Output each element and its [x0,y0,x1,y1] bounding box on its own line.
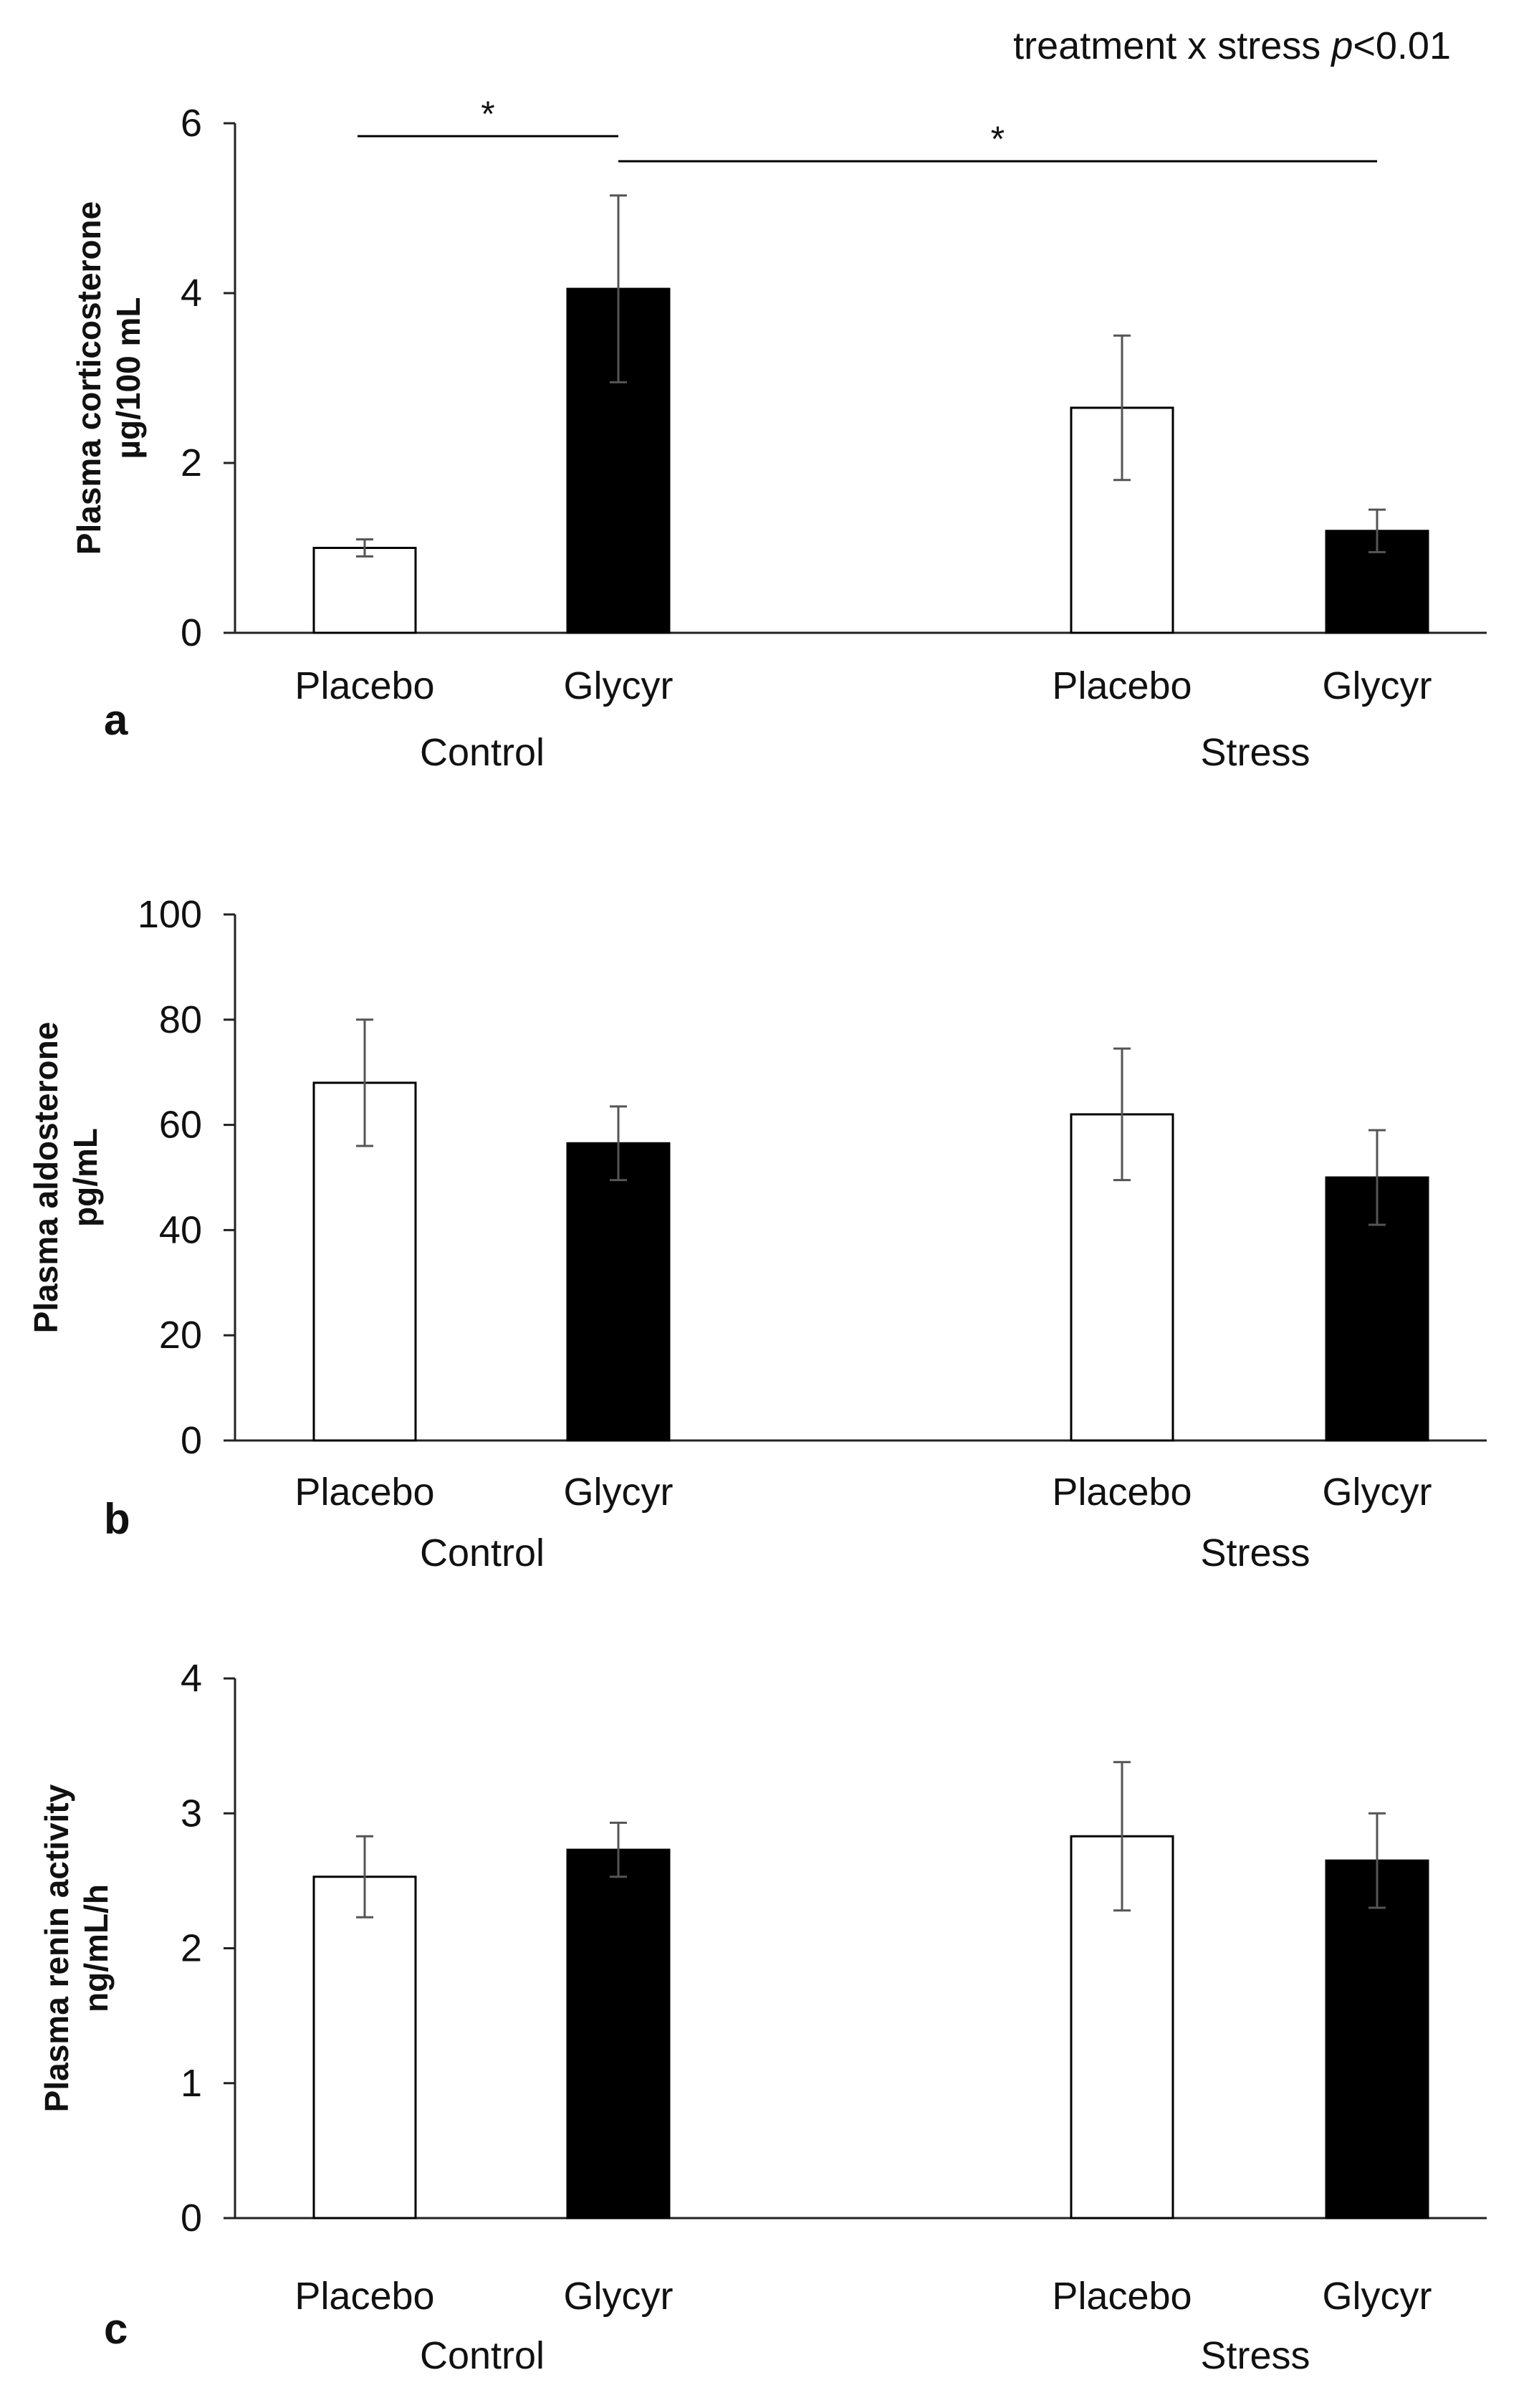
y-tick-label: 1 [181,2062,202,2105]
x-category-label: Glycyr [1323,1471,1432,1514]
y-axis-unit-label: µg/100 mL [110,297,147,459]
x-category-label: Glycyr [1323,664,1432,707]
bar-glycyr-stress [1325,1859,1429,2220]
y-tick-label: 80 [159,998,202,1041]
y-tick-label: 0 [181,1419,202,1462]
panel-letter: a [104,696,128,744]
bar-glycyr-control [566,1142,671,1442]
y-tick-label: 2 [181,1927,202,1970]
y-tick-label: 2 [181,441,202,484]
y-tick-label: 4 [181,1657,202,1700]
y-axis-unit-label: ng/mL/h [77,1884,115,2012]
y-tick-label: 0 [181,611,202,654]
y-tick-label: 0 [181,2197,202,2240]
y-tick-label: 60 [159,1104,202,1147]
y-axis-label: Plasma aldosterone [27,1022,64,1334]
x-category-label: Placebo [1052,664,1192,707]
y-tick-label: 3 [181,1792,202,1835]
x-group-label: Stress [1200,2334,1310,2377]
panel-a: 0 2 4 6 Plasma corticosterone µg/100 mL Placeb… [70,24,1487,774]
panel-letter: b [104,1495,130,1543]
bar-placebo-control [312,1876,417,2220]
x-category-label: Placebo [294,1471,434,1514]
y-axis-label: Plasma renin activity [38,1784,75,2112]
significance-star: * [481,94,494,134]
x-group-label: Stress [1200,1532,1310,1575]
x-category-label: Placebo [1052,1471,1192,1514]
panel-c: 0 1 2 3 4 Plasma renin activity ng/mL/h Placebo… [38,1657,1487,2377]
y-tick-label: 100 [138,893,202,936]
x-group-label: Control [420,1532,545,1575]
x-category-label: Glycyr [1323,2275,1432,2318]
bar-placebo-control [312,547,417,634]
x-category-label: Glycyr [564,664,673,707]
x-category-label: Placebo [294,2275,434,2318]
y-axis-label: Plasma corticosterone [70,201,107,555]
x-group-label: Control [420,2334,545,2377]
x-group-label: Control [420,731,545,774]
y-axis-unit-label: pg/mL [67,1128,104,1227]
significance-star: * [991,119,1005,159]
interaction-annotation: treatment x stress p<0.01 [1013,24,1451,67]
y-tick-label: 4 [181,272,202,315]
y-tick-label: 20 [159,1314,202,1357]
x-category-label: Glycyr [564,2275,673,2318]
panel-letter: c [104,2305,128,2353]
bar-glycyr-control [566,1848,671,2220]
x-category-label: Placebo [294,664,434,707]
panel-b: 0 20 40 60 80 100 Plasma aldosterone pg/mL Place… [27,893,1487,1575]
y-tick-label: 40 [159,1208,202,1251]
x-category-label: Glycyr [564,1471,673,1514]
x-category-label: Placebo [1052,2275,1192,2318]
x-group-label: Stress [1200,731,1310,774]
y-tick-label: 6 [181,102,202,145]
